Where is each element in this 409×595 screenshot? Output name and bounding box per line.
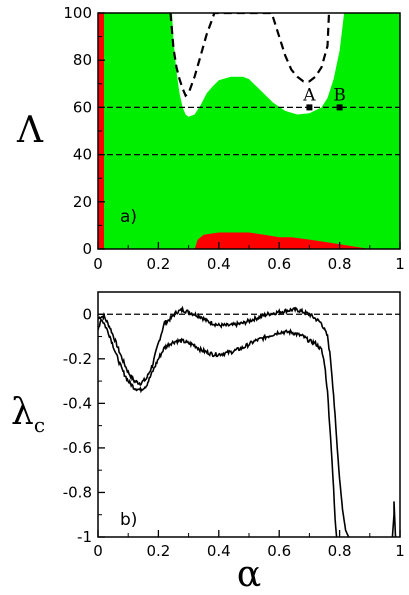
panel-a-point-b-label: B (333, 85, 346, 105)
panel-a-dashed-boundary (169, 13, 331, 98)
panel-a-point-a (306, 104, 313, 111)
panel-a-x-tick-label: 0.8 (328, 255, 352, 273)
panel-a: A B 0 0.2 0.4 0.6 0.8 1 0 20 40 60 80 100 a) Λ (16, 4, 405, 273)
panel-a-point-b (336, 104, 343, 111)
panel-b-x-axis-label: α (237, 554, 261, 595)
panel-b-x-tick-label: 1 (395, 542, 405, 560)
panel-a-white-region (172, 13, 345, 117)
panel-b-y-tick-label: -0.6 (63, 439, 92, 457)
panel-b-label: b) (120, 510, 137, 530)
panel-a-y-axis-label: Λ (16, 110, 44, 151)
panel-b-x-tick-label: 0.4 (207, 542, 231, 560)
panel-a-x-tick-label: 1 (395, 255, 405, 273)
panel-b-x-tick-label: 0.2 (146, 542, 170, 560)
panel-b-frame (97, 291, 401, 538)
panel-b-y-axis-label: λc (11, 392, 45, 437)
panel-a-y-tick-label: 80 (73, 51, 92, 69)
panel-a-x-tick-label: 0.2 (146, 255, 170, 273)
panel-b-ticks: 0 0.2 0.4 0.6 0.8 1 0 -0.2 -0.4 -0.6 -0.8 -1 (63, 305, 405, 560)
panel-a-ticks: 0 0.2 0.4 0.6 0.8 1 0 20 40 60 80 100 (63, 4, 404, 273)
panel-a-point-a-label: A (302, 85, 316, 105)
panel-b-y-tick-label: -0.4 (63, 394, 92, 412)
panel-b-y-tick-label: -0.8 (63, 483, 92, 501)
panel-a-red-bottom-region (194, 232, 370, 249)
panel-b-y-axis-label-sub: c (34, 413, 45, 437)
panel-b-x-tick-label: 0 (93, 542, 103, 560)
panel-a-x-tick-label: 0.4 (207, 255, 231, 273)
panel-a-y-tick-label: 60 (73, 98, 92, 116)
panel-b: 0 0.2 0.4 0.6 0.8 10-0.2-0.4-0.6-0.8-1 b) λc … (11, 291, 405, 595)
panel-a-y-tick-label: 0 (82, 240, 92, 258)
panel-b-y-tick-label: -0.2 (63, 350, 92, 368)
panel-a-label: a) (120, 207, 137, 227)
panel-b-y-axis-label-main: λ (11, 392, 34, 433)
panel-a-x-tick-label: 0 (93, 255, 103, 273)
panel-a-y-tick-label: 20 (73, 193, 92, 211)
panel-b-series-spike (391, 501, 397, 537)
panel-b-series-upper (98, 305, 350, 537)
panel-b-y-tick-label: -1 (77, 528, 92, 546)
panel-a-y-tick-label: 100 (63, 4, 92, 22)
panel-a-y-tick-label: 40 (73, 146, 92, 164)
panel-b-series-lower (98, 318, 338, 537)
panel-a-x-tick-label: 0.6 (267, 255, 291, 273)
panel-b-x-tick-label: 0.6 (267, 542, 291, 560)
panel-b-x-tick-label: 0.8 (328, 542, 352, 560)
panel-b-y-tick-label: 0 (82, 305, 92, 323)
